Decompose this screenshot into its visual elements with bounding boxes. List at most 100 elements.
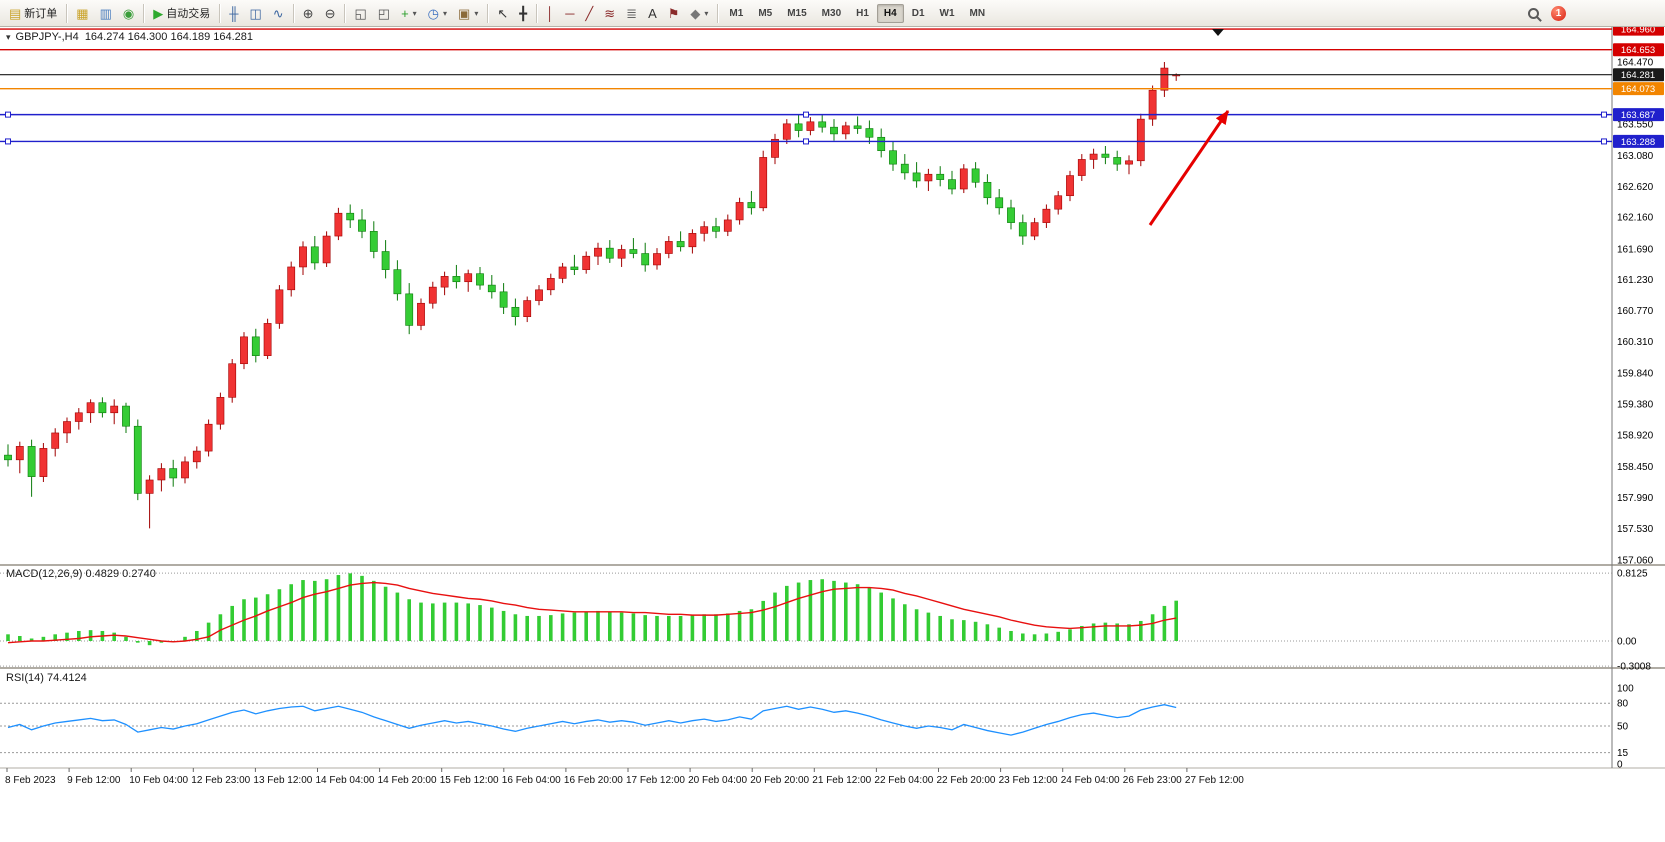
price-tick-label: 157.060 — [1617, 555, 1654, 566]
price-tick-label: 157.530 — [1617, 524, 1654, 535]
new-chart-icon: + — [401, 5, 409, 21]
toolbar-separator — [536, 3, 538, 23]
line-handle[interactable] — [5, 111, 11, 118]
timeframe-m1[interactable]: M1 — [729, 7, 744, 19]
arrows-objects-icon[interactable]: ⚑ — [663, 2, 685, 24]
new-order-button[interactable]: ▤ 新订单 — [4, 2, 62, 24]
fibonacci-icon: ≋ — [604, 5, 616, 21]
candlestick-chart-icon[interactable]: ◫ — [244, 2, 266, 24]
tile-windows-icon[interactable]: ◱ — [349, 2, 371, 24]
time-label: 12 Feb 23:00 — [191, 775, 250, 786]
macd-signal-line — [7, 581, 1177, 644]
time-label: 16 Feb 04:00 — [502, 775, 561, 786]
shapes-icon[interactable]: ◆ ▾ — [685, 2, 713, 24]
line-chart-icon: ∿ — [272, 5, 284, 21]
rsi-tick-label: 80 — [1617, 699, 1629, 710]
timeframe-w1[interactable]: W1 — [939, 7, 955, 19]
price-tag-164.281 — [1613, 68, 1664, 82]
vertical-line-icon[interactable]: │ — [541, 2, 559, 24]
time-axis: 8 Feb 2023 9 Feb 12:00 10 Feb 04:00 12 Feb … — [5, 768, 1244, 786]
cycle-lines-icon: ≣ — [626, 5, 638, 21]
chart-canvas[interactable]: 164.470 163.550 163.080 162.620 162.160 161.6… — [0, 27, 1665, 842]
crosshair-icon: ╋ — [519, 5, 528, 21]
text-label-icon[interactable]: A — [643, 2, 662, 24]
auto-arrange-icon[interactable]: ◰ — [373, 2, 395, 24]
zoom-out-icon[interactable]: ⊖ — [320, 2, 341, 24]
time-label: 13 Feb 12:00 — [253, 775, 312, 786]
notification-badge[interactable]: 1 — [1551, 5, 1566, 21]
crosshair-icon[interactable]: ╋ — [514, 2, 532, 24]
timeframe-h1[interactable]: H1 — [856, 7, 869, 19]
dropdown-arrow-icon[interactable]: ▾ — [474, 8, 479, 18]
price-tag-164.073 — [1613, 82, 1664, 96]
timeframe-m5[interactable]: M5 — [758, 7, 773, 19]
line-handle[interactable] — [803, 138, 809, 145]
templates-icon: ▣ — [458, 5, 471, 21]
auto-trading-button[interactable]: ▶ 自动交易 — [148, 2, 215, 24]
arrows-objects-icon: ⚑ — [667, 5, 680, 21]
price-tick-label: 157.990 — [1617, 493, 1654, 504]
axes: 164.470 163.550 163.080 162.620 162.160 161.6… — [0, 27, 1665, 771]
rsi-tick-label: 0 — [1617, 760, 1623, 771]
periods-icon[interactable]: ◷ ▾ — [423, 2, 452, 24]
time-label: 22 Feb 20:00 — [937, 775, 996, 786]
text-label-icon: A — [648, 5, 657, 21]
fibonacci-icon[interactable]: ≋ — [599, 2, 620, 24]
periods-icon: ◷ — [427, 5, 440, 21]
dropdown-arrow-icon[interactable]: ▾ — [704, 8, 709, 18]
cursor-icon[interactable]: ↖ — [492, 2, 513, 24]
time-label: 16 Feb 20:00 — [564, 775, 623, 786]
vertical-line-icon: │ — [546, 5, 555, 21]
horizontal-line-icon[interactable]: ─ — [560, 2, 579, 24]
timeframe-h4[interactable]: H4 — [876, 3, 904, 23]
timeframe-d1[interactable]: D1 — [911, 7, 925, 19]
time-label: 10 Feb 04:00 — [129, 775, 188, 786]
zoom-in-icon: ⊕ — [302, 5, 314, 21]
candles — [4, 62, 1181, 529]
new-order-icon: ▤ — [9, 5, 22, 21]
timeframe-m15[interactable]: M15 — [787, 7, 807, 19]
cycle-lines-icon[interactable]: ≣ — [621, 2, 642, 24]
price-tick-label: 160.770 — [1617, 306, 1654, 317]
trend-arrow-annotation[interactable] — [1148, 110, 1230, 226]
bar-chart-icon[interactable]: ╫ — [224, 2, 243, 24]
navigator-icon[interactable]: ▥ — [95, 2, 117, 24]
timeframe-mn[interactable]: MN — [969, 7, 986, 19]
line-chart-icon[interactable]: ∿ — [268, 2, 289, 24]
price-tick-label: 162.620 — [1617, 182, 1654, 193]
rsi-tick-label: 100 — [1617, 684, 1634, 695]
terminal-icon[interactable]: ◉ — [118, 2, 139, 24]
macd-pane — [6, 573, 1178, 646]
line-handle[interactable] — [1601, 138, 1607, 145]
line-handle[interactable] — [1601, 111, 1607, 118]
rsi-pane — [7, 704, 1177, 736]
chart-shift-marker[interactable] — [1212, 29, 1224, 36]
timeframe-m30[interactable]: M30 — [821, 7, 842, 19]
time-label: 27 Feb 12:00 — [1185, 775, 1244, 786]
auto-trading-button-label: 自动交易 — [166, 8, 211, 20]
price-tag-text: 164.281 — [1621, 70, 1655, 81]
line-handle[interactable] — [803, 111, 809, 118]
new-order-button-label: 新订单 — [24, 8, 58, 20]
new-chart-icon[interactable]: + ▾ — [396, 2, 422, 24]
trendline-icon[interactable]: ╱ — [580, 2, 598, 24]
line-handle[interactable] — [5, 138, 11, 145]
price-tick-label: 163.080 — [1617, 151, 1654, 162]
chart-workspace: 164.470 163.550 163.080 162.620 162.160 161.6… — [0, 27, 1665, 842]
templates-icon[interactable]: ▣ ▾ — [453, 2, 483, 24]
toolbar-right-group: 1 — [1528, 5, 1566, 21]
zoom-out-icon: ⊖ — [324, 5, 336, 21]
price-tick-label: 159.840 — [1617, 369, 1654, 380]
macd-tick-label: 0.00 — [1617, 637, 1637, 648]
time-label: 21 Feb 12:00 — [812, 775, 871, 786]
auto-arrange-icon: ◰ — [377, 5, 391, 21]
dropdown-arrow-icon[interactable]: ▾ — [443, 8, 448, 18]
market-watch-icon[interactable]: ▦ — [71, 2, 93, 24]
tile-windows-icon: ◱ — [354, 5, 367, 21]
dropdown-arrow-icon[interactable]: ▾ — [412, 8, 417, 18]
search-icon[interactable] — [1528, 7, 1539, 19]
rsi-line — [7, 704, 1177, 736]
zoom-in-icon[interactable]: ⊕ — [298, 2, 319, 24]
toolbar-separator — [143, 3, 145, 23]
terminal-icon: ◉ — [122, 5, 135, 21]
